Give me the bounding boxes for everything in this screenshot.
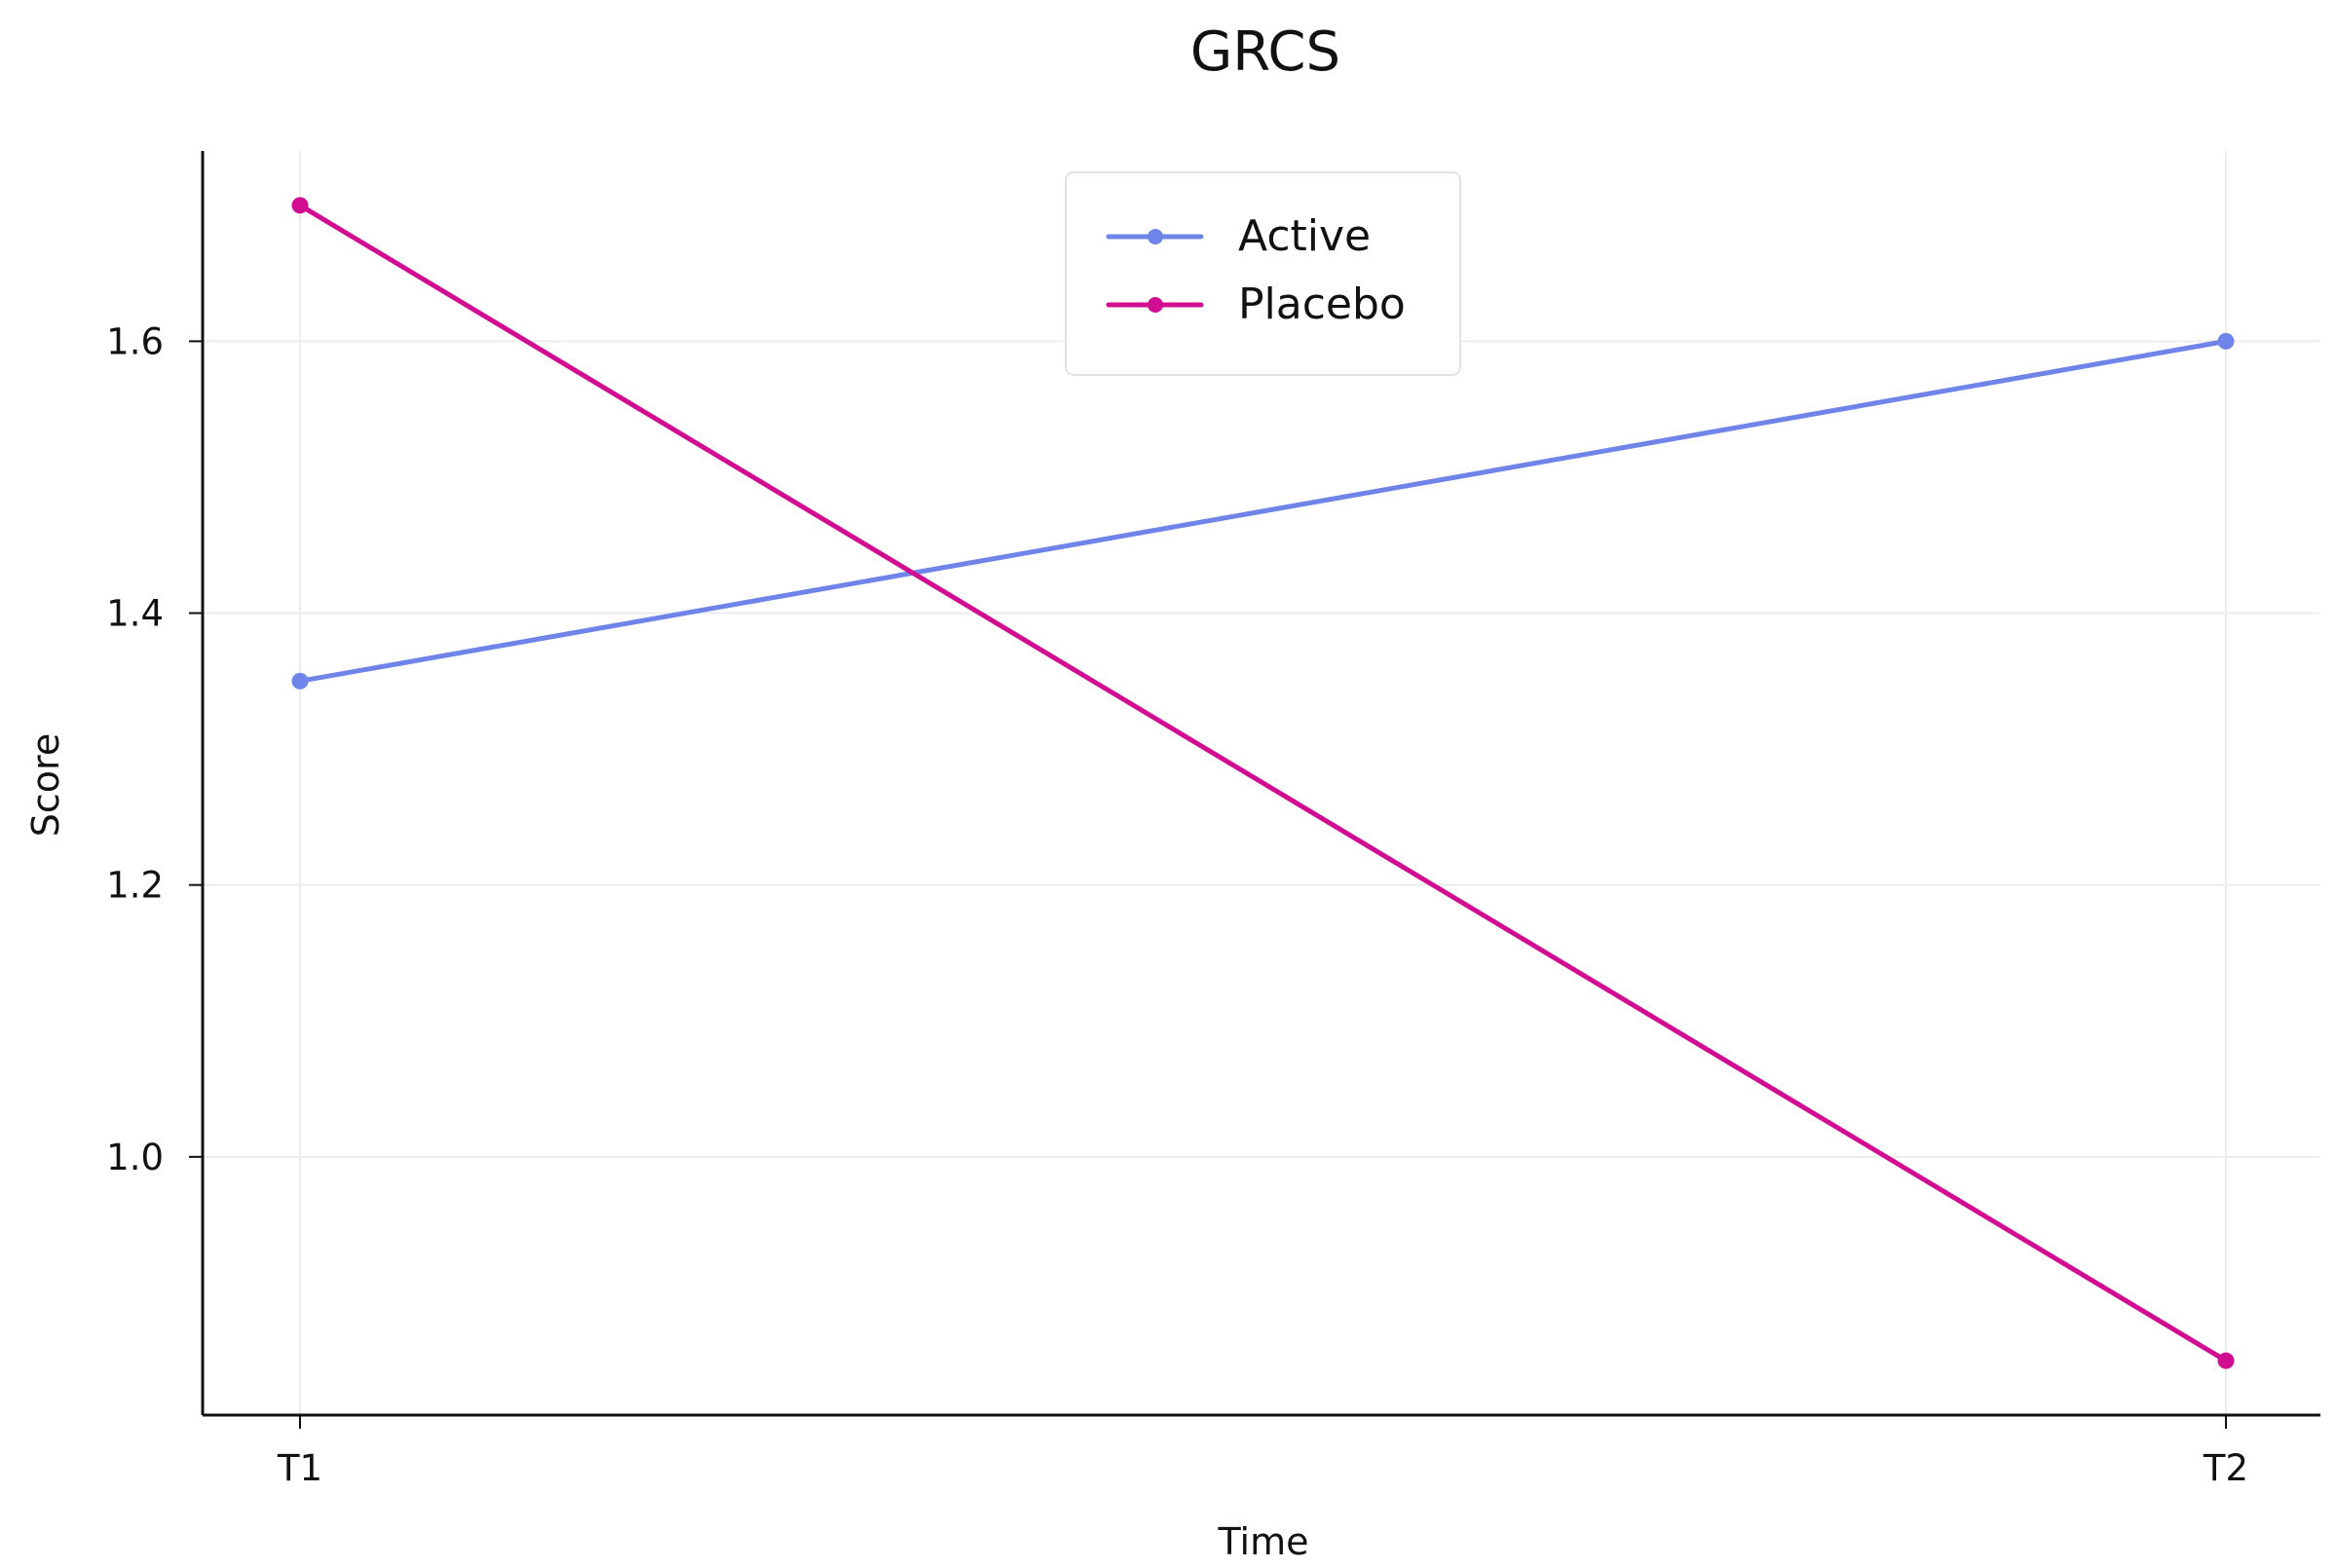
x-tick-label: T1 <box>277 1447 322 1489</box>
data-point-placebo-t2 <box>2217 1352 2235 1369</box>
series-line-placebo <box>297 203 2229 1363</box>
legend-label-active: Active <box>1238 211 1371 261</box>
legend: Active Placebo <box>1065 171 1461 376</box>
legend-active-marker-icon <box>1148 229 1163 244</box>
axes-layer <box>189 151 2320 1429</box>
y-tick-label: 1.0 <box>106 1137 164 1178</box>
data-point-placebo-t1 <box>291 197 309 214</box>
y-axis-label: Score <box>24 733 67 837</box>
y-tick-label: 1.2 <box>106 865 164 907</box>
x-axis-label: Time <box>1218 1520 1309 1563</box>
x-tick-label: T2 <box>2203 1447 2248 1489</box>
data-point-active-t1 <box>291 672 309 690</box>
data-point-active-t2 <box>2217 332 2235 350</box>
y-tick-label: 1.6 <box>106 320 164 362</box>
series-line-active <box>297 338 2229 684</box>
legend-label-placebo: Placebo <box>1238 280 1406 329</box>
legend-box <box>1065 171 1461 376</box>
legend-placebo-marker-icon <box>1148 297 1163 313</box>
y-tick-label: 1.4 <box>106 593 164 635</box>
labels-layer: 1.0 1.2 1.4 1.6 T1 T2 <box>106 320 2248 1489</box>
series-layer <box>291 197 2235 1369</box>
chart-title: GRCS <box>1190 20 1340 84</box>
